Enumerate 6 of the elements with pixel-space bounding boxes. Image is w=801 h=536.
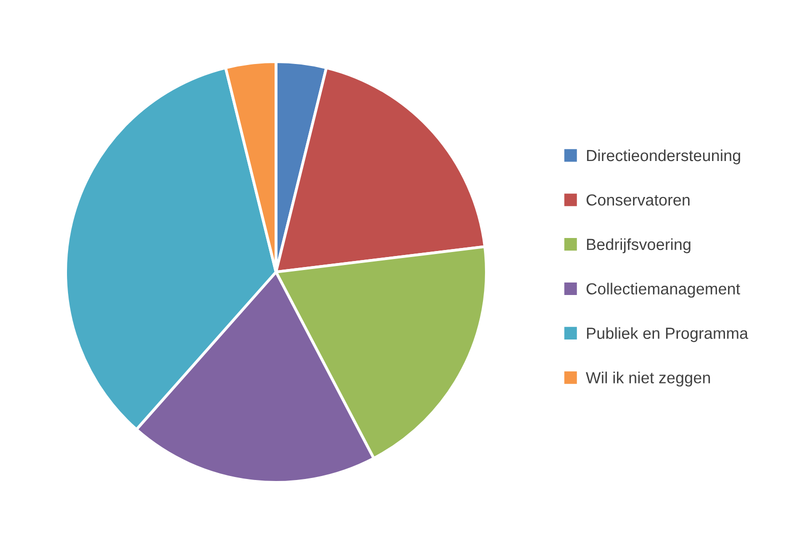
legend-label: Publiek en Programma: [587, 327, 748, 342]
legend-label: Directieondersteuning: [587, 149, 740, 164]
legend-label: Bedrijfsvoering: [587, 238, 690, 254]
legend-label: Conservatoren: [586, 194, 690, 206]
legend-label: Wil ik niet zeggen: [586, 372, 710, 387]
legend-label: Collectiemanagement: [586, 282, 740, 298]
